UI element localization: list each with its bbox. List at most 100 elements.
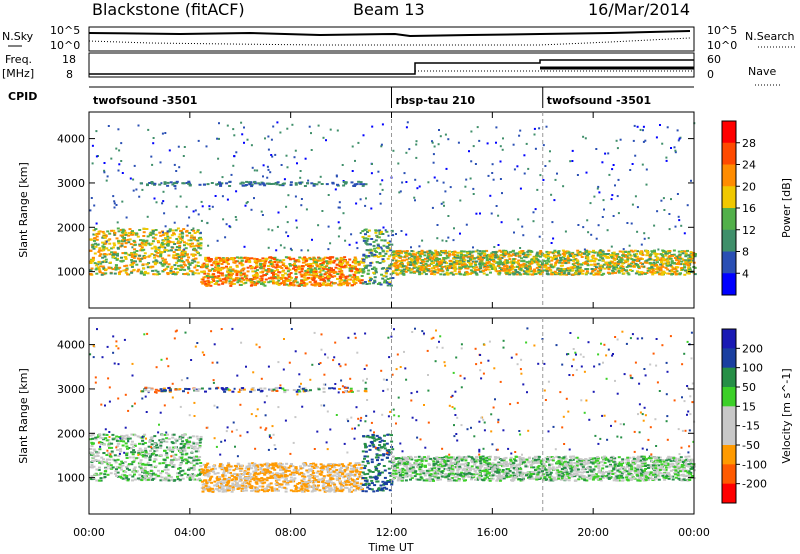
range-cell — [166, 472, 170, 475]
range-cell — [351, 145, 354, 148]
range-cell — [288, 263, 292, 265]
range-cell — [484, 254, 488, 257]
range-cell — [294, 182, 298, 185]
range-cell — [115, 147, 118, 150]
range-cell — [578, 272, 582, 275]
range-cell — [567, 251, 571, 254]
range-cell — [245, 202, 248, 205]
range-cell — [477, 252, 481, 255]
range-cell — [217, 256, 221, 259]
range-cell — [122, 470, 126, 473]
range-cell — [183, 449, 187, 452]
range-cell — [207, 259, 211, 262]
range-cell — [422, 260, 426, 263]
range-cell — [261, 257, 265, 260]
range-cell — [175, 246, 179, 248]
range-cell — [239, 271, 243, 274]
range-cell — [159, 250, 162, 253]
range-cell — [653, 252, 657, 255]
range-cell — [680, 257, 684, 260]
range-cell — [146, 266, 150, 269]
range-cell — [300, 275, 304, 278]
range-cell — [288, 273, 291, 276]
range-cell — [305, 282, 309, 285]
range-cell — [166, 244, 170, 247]
nsearch-tick-low: 10^0 — [707, 39, 737, 52]
range-cell — [97, 459, 101, 462]
range-cell — [130, 447, 134, 450]
range-cell — [231, 278, 235, 281]
range-cell — [378, 281, 382, 284]
range-cell — [271, 263, 275, 266]
range-cell — [248, 261, 252, 264]
range-cell — [262, 262, 266, 265]
range-cell — [94, 228, 97, 231]
range-cell — [680, 224, 683, 227]
range-cell — [509, 254, 513, 257]
range-cell — [221, 257, 225, 260]
range-cell — [201, 265, 205, 268]
range-cell — [165, 452, 169, 455]
range-cell — [579, 254, 583, 257]
range-cell — [293, 266, 297, 269]
range-cell — [264, 274, 267, 277]
range-cell — [154, 269, 158, 272]
range-cell — [161, 264, 165, 267]
range-cell — [563, 273, 567, 276]
range-cell — [200, 270, 204, 273]
range-cell — [145, 479, 149, 482]
range-cell — [385, 250, 389, 253]
range-cell — [260, 283, 263, 285]
range-cell — [517, 259, 521, 262]
range-cell — [390, 263, 393, 266]
range-cell — [156, 273, 159, 276]
range-cell — [265, 478, 269, 481]
range-cell — [684, 269, 687, 272]
range-cell — [189, 236, 193, 239]
range-cell — [468, 259, 472, 262]
range-cell — [165, 232, 169, 235]
range-cell — [382, 274, 386, 277]
range-cell — [144, 451, 148, 454]
range-cell — [276, 181, 280, 184]
range-cell — [174, 453, 178, 456]
range-cell — [157, 246, 161, 249]
range-cell — [163, 249, 167, 252]
range-cell — [152, 137, 155, 139]
freq-panel: Freq. [MHz] 18 8 60 0 Nave CPID — [2, 52, 780, 103]
range-cell — [693, 273, 697, 276]
range-cell — [543, 264, 547, 267]
range-cell — [629, 254, 633, 257]
range-cell — [95, 222, 98, 225]
range-cell — [444, 190, 447, 193]
range-cell — [207, 282, 211, 285]
range-cell — [376, 244, 380, 247]
range-cell — [125, 216, 128, 219]
range-cell — [91, 442, 95, 445]
range-cell — [542, 269, 546, 272]
range-cell — [199, 472, 202, 475]
range-cell — [153, 435, 157, 438]
range-cell — [309, 270, 313, 273]
range-cell — [393, 262, 397, 265]
range-cell — [298, 256, 302, 259]
range-cell — [358, 280, 361, 282]
range-cell — [91, 245, 95, 248]
range-cell — [295, 226, 298, 229]
range-cell — [212, 280, 216, 282]
range-cell — [125, 445, 129, 448]
range-cell — [91, 437, 95, 440]
range-cell — [495, 141, 497, 144]
range-cell — [351, 469, 355, 472]
range-cell — [171, 450, 174, 453]
range-cell — [120, 242, 124, 245]
range-cell — [263, 284, 267, 287]
range-cell — [439, 135, 442, 138]
range-cell — [383, 281, 386, 284]
range-cell — [137, 452, 141, 455]
range-cell — [409, 268, 413, 271]
range-cell — [575, 254, 579, 257]
range-cell — [105, 253, 109, 256]
range-cell — [128, 228, 132, 231]
range-cell — [666, 268, 670, 271]
